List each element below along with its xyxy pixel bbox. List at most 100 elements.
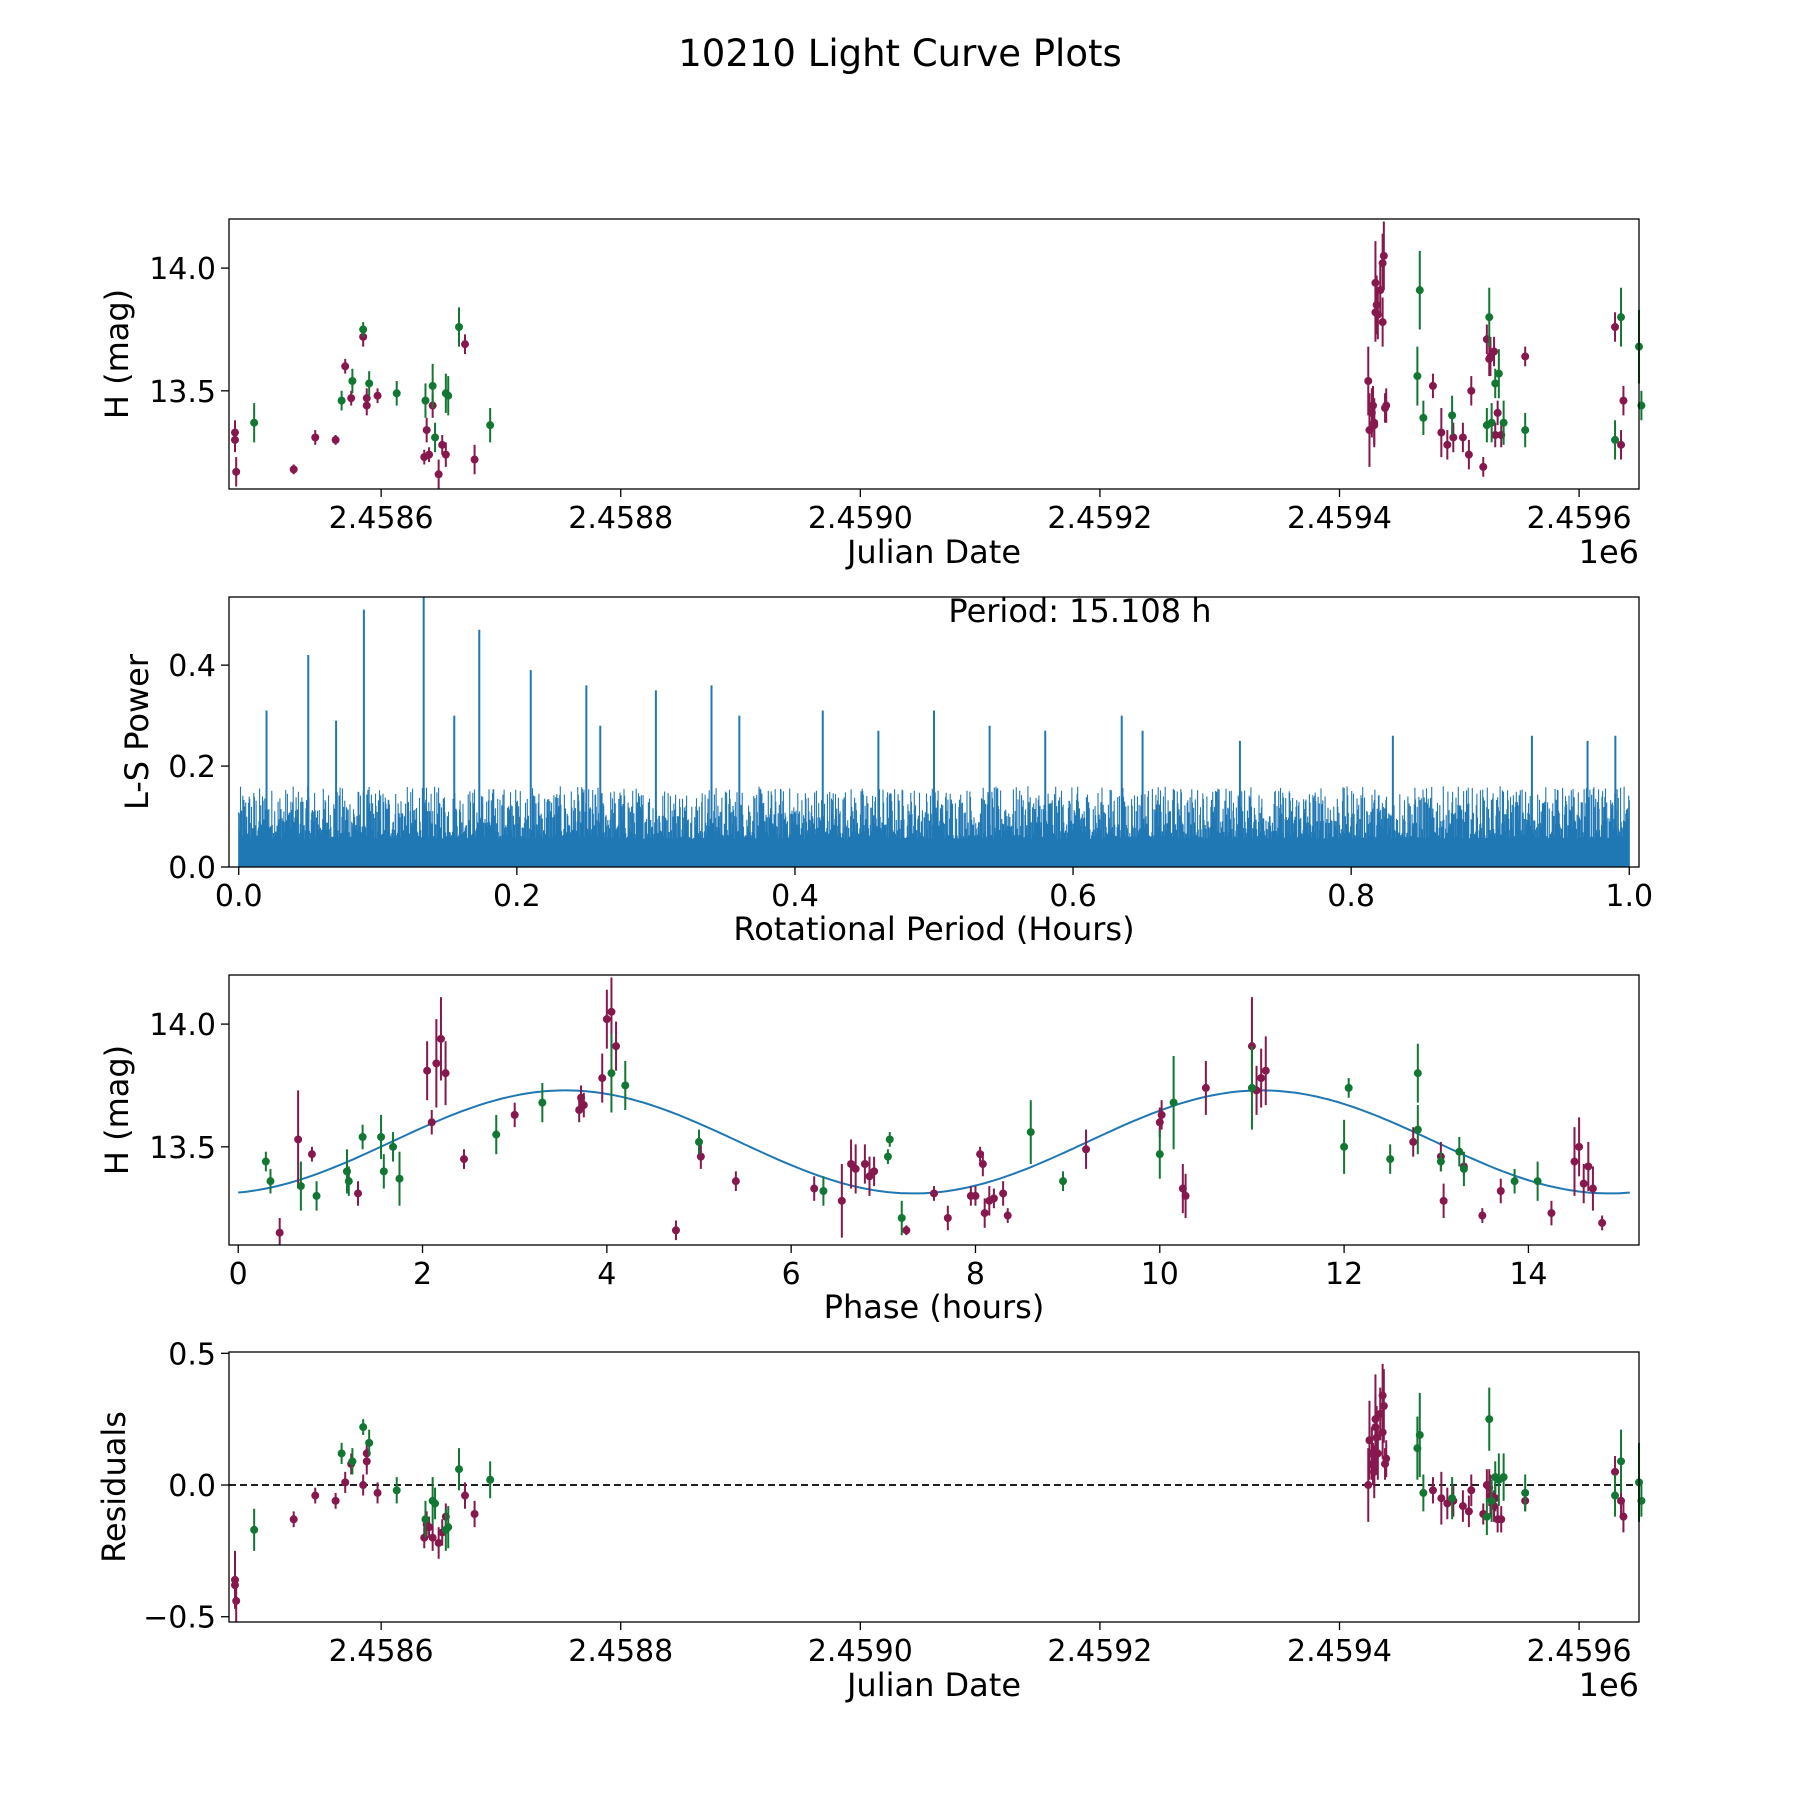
residuals-xtick-label: 2.4590 [808, 1634, 913, 1669]
phased-ylabel: H (mag) [98, 1045, 136, 1175]
lightcurve-point-r [1464, 450, 1473, 459]
residuals-point-r [1378, 1391, 1387, 1400]
lightcurve-point-r [1382, 401, 1391, 410]
lightcurve-point-g [1415, 286, 1424, 295]
lightcurve-point-r [289, 465, 298, 474]
lightcurve-xlabel: Julian Date [845, 533, 1021, 571]
phased-point-r [275, 1228, 284, 1237]
periodogram-axes-frame [228, 596, 1640, 868]
phased-point-r [294, 1135, 303, 1144]
lightcurve-point-r [434, 470, 443, 479]
residuals-point-g [365, 1438, 374, 1447]
phased-point-r [432, 1059, 441, 1068]
phased-point-r [870, 1167, 879, 1176]
phased-point-r [1570, 1157, 1579, 1166]
residuals-plot-area [229, 1363, 1646, 1622]
residuals-point-r [428, 1533, 437, 1542]
lightcurve-point-g [1485, 313, 1494, 322]
residuals-point-g [1611, 1491, 1620, 1500]
lightcurve-point-r [1369, 401, 1378, 410]
residuals-point-r [359, 1481, 368, 1490]
phased-point-g [1386, 1155, 1395, 1164]
phased-point-r [930, 1189, 938, 1198]
lightcurve-point-r [422, 426, 431, 435]
phased-point-r [1157, 1110, 1166, 1119]
lightcurve-ytick-label: 13.5 [149, 375, 216, 410]
phased-xtick-label: 14 [1509, 1257, 1547, 1292]
periodogram-plot-area [238, 597, 1630, 867]
panel-lightcurve: 2.4586 2.4588 2.4590 2.4592 2.4594 2.4596 13.5… [98, 218, 1646, 571]
lightcurve-point-r [1479, 462, 1488, 471]
lightcurve-point-g [1413, 372, 1422, 381]
phased-point-r [1003, 1211, 1012, 1220]
residuals-point-r [230, 1581, 239, 1590]
phased-point-g [1155, 1150, 1164, 1159]
residuals-point-r [311, 1491, 320, 1500]
lightcurve-point-g [486, 421, 495, 430]
phased-point-r [837, 1196, 846, 1205]
phased-point-r [1575, 1142, 1584, 1151]
periodogram-xtick-label: 0.6 [1049, 879, 1097, 914]
lightcurve-point-r [1437, 428, 1446, 437]
lightcurve-point-r [1458, 433, 1467, 442]
residuals-point-r [1443, 1499, 1452, 1508]
phased-point-r [989, 1194, 998, 1203]
phased-plot-area [238, 977, 1630, 1245]
periodogram-xtick-label: 0.4 [771, 879, 819, 914]
residuals-point-r [341, 1478, 350, 1487]
phased-point-g [897, 1214, 906, 1222]
residuals-point-r [434, 1538, 443, 1547]
residuals-point-r [362, 1457, 371, 1466]
residuals-point-r [232, 1596, 241, 1605]
residuals-point-g [359, 1423, 368, 1432]
lightcurve-point-r [1370, 421, 1379, 430]
residuals-point-r [1497, 1515, 1506, 1524]
phased-point-r [731, 1177, 740, 1186]
lightcurve-point-g [1499, 418, 1508, 427]
residuals-point-r [373, 1488, 382, 1497]
residuals-point-g [486, 1475, 495, 1484]
phased-point-r [1547, 1209, 1556, 1218]
lightcurve-point-g [1419, 413, 1428, 422]
residuals-point-g [444, 1523, 453, 1532]
phased-point-r [1261, 1066, 1270, 1075]
lightcurve-point-r [230, 435, 239, 444]
phased-point-g [819, 1187, 828, 1195]
residuals-ytick-label: 0.5 [168, 1337, 216, 1372]
periodogram-annotation: Period: 15.108 h [948, 592, 1211, 630]
phased-point-g [395, 1174, 404, 1183]
residuals-ytick-label: 0.0 [168, 1469, 216, 1504]
lightcurve-point-g [1494, 369, 1503, 378]
residuals-point-r [1364, 1481, 1373, 1490]
phased-point-r [999, 1189, 1008, 1198]
lightcurve-point-g [1611, 435, 1620, 444]
residuals-point-r [1611, 1467, 1620, 1476]
periodogram-xtick-label: 0.0 [215, 879, 263, 914]
panel-residuals: 2.4586 2.4588 2.4590 2.4592 2.4594 2.4596 −0.5… [95, 1337, 1646, 1704]
lightcurve-point-r [1467, 386, 1476, 395]
lightcurve-xtick-label: 2.4596 [1527, 501, 1632, 536]
phased-point-g [607, 1069, 616, 1078]
lightcurve-xtick-label: 2.4592 [1047, 501, 1152, 536]
periodogram-ytick-label: 0.4 [168, 649, 216, 684]
lightcurve-point-r [347, 394, 356, 403]
lightcurve-point-r [1364, 377, 1373, 385]
lightcurve-point-r [1617, 440, 1626, 449]
lightcurve-point-r [1491, 431, 1500, 439]
lightcurve-x-offset: 1e6 [1579, 533, 1639, 571]
residuals-point-r [289, 1515, 298, 1524]
phased-point-r [1439, 1196, 1448, 1205]
residuals-point-g [1482, 1512, 1491, 1521]
phased-point-r [598, 1074, 607, 1083]
lightcurve-point-g [348, 377, 357, 385]
residuals-point-r [1619, 1512, 1628, 1521]
residuals-point-g [337, 1449, 346, 1458]
phased-point-r [943, 1214, 952, 1222]
lightcurve-point-r [438, 440, 447, 449]
phased-point-g [1455, 1147, 1464, 1156]
residuals-point-r [1467, 1486, 1476, 1495]
phased-point-g [1026, 1128, 1035, 1137]
lightcurve-point-g [1487, 418, 1496, 427]
